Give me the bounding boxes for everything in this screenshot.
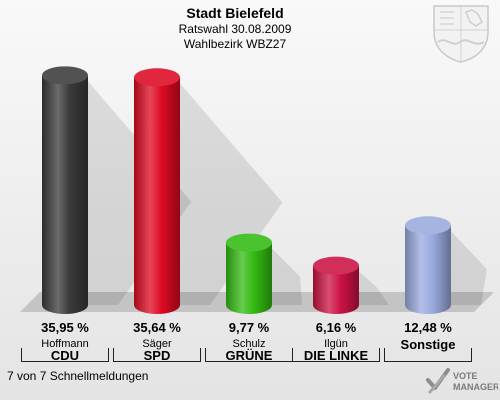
election-date: Ratswahl 30.08.2009 xyxy=(178,22,292,36)
category-bracket xyxy=(113,348,201,362)
bar-spd xyxy=(134,77,180,314)
bar-gr-ne xyxy=(226,242,272,314)
bar-top xyxy=(134,68,180,87)
candidate-name: Säger xyxy=(142,338,172,350)
coat-of-arms-icon xyxy=(433,5,489,63)
district-name: Wahlbezirk WBZ27 xyxy=(183,37,287,51)
bar-sonstige xyxy=(405,225,451,314)
category-bracket xyxy=(292,348,380,362)
bar-cdu xyxy=(42,75,88,314)
logo-line-2: MANAGER xyxy=(453,382,498,392)
logo-checkmark-icon xyxy=(426,368,450,394)
bar-top xyxy=(405,216,451,235)
logo-line-1: VOTE xyxy=(453,371,478,381)
bar-shadow xyxy=(451,231,487,305)
bar-die-linke xyxy=(313,265,359,314)
category-label: DIE LINKE xyxy=(303,348,369,363)
bar-top xyxy=(42,66,88,85)
value-label: 35,95 % xyxy=(41,320,89,335)
chart-title: Stadt Bielefeld xyxy=(186,5,284,21)
value-label: 12,48 % xyxy=(404,320,452,335)
bar-top xyxy=(226,233,272,252)
chart-header: Stadt Bielefeld Ratswahl 30.08.2009 Wahl… xyxy=(0,5,470,52)
bar-shadow xyxy=(180,83,283,305)
value-label: 6,16 % xyxy=(315,320,357,335)
category-label: Sonstige xyxy=(400,337,456,352)
category-bracket xyxy=(21,348,109,362)
category-bracket xyxy=(384,348,472,362)
category-label: CDU xyxy=(50,348,80,363)
bar-shadow xyxy=(359,271,389,305)
value-label: 9,77 % xyxy=(228,320,270,335)
report-status: 7 von 7 Schnellmeldungen xyxy=(7,369,149,383)
bar-top xyxy=(313,256,359,275)
candidate-name: Hoffmann xyxy=(41,338,89,350)
candidate-name: Ilgün xyxy=(324,338,348,350)
value-label: 35,64 % xyxy=(133,320,181,335)
candidate-name: Schulz xyxy=(232,338,266,350)
category-label: SPD xyxy=(143,348,171,363)
vote-manager-logo: VOTE MANAGER xyxy=(426,368,498,394)
bar-shadow xyxy=(272,248,302,305)
category-label: GRÜNE xyxy=(225,348,273,363)
